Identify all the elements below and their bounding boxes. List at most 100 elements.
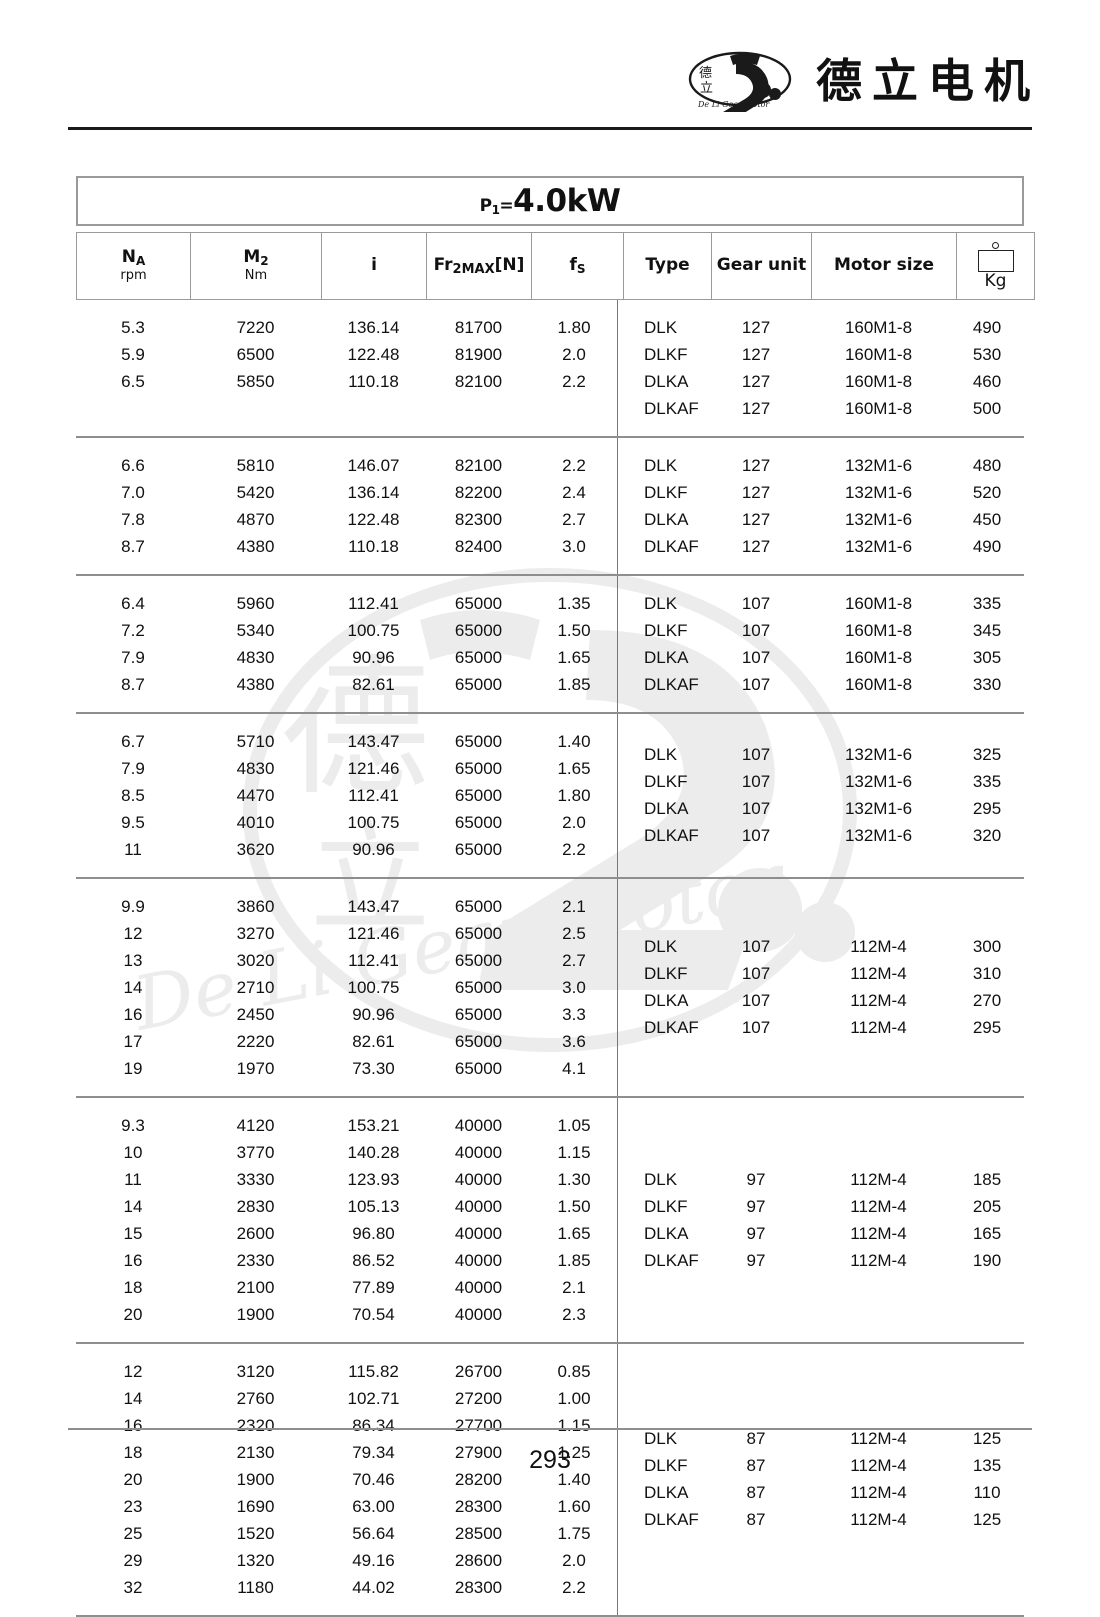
cell-i: 143.47 — [347, 896, 400, 916]
gear-unit-label: Gear unit — [716, 255, 807, 276]
motor-size-label: Motor size — [833, 255, 935, 276]
group-model-column: DLK 107 132M1-6 325 DLKF 107 132M1-6 335 DLKA 107… — [617, 714, 1024, 877]
cell-na: 9.9 — [121, 896, 145, 916]
svg-text:德: 德 — [699, 66, 712, 81]
cell-i: 70.54 — [352, 1304, 395, 1324]
fs-symbol: f — [569, 255, 577, 276]
spec-group: 6.4 5960 112.41 65000 1.35 7.2 5340 100.75 65000… — [76, 576, 1024, 714]
cell-na: 11 — [124, 1169, 142, 1189]
table-row: DLKF 107 132M1-6 335 — [618, 769, 1024, 796]
cell-kg: 110 — [973, 1483, 1001, 1502]
i-symbol: i — [371, 255, 377, 276]
table-row: DLK 107 112M-4 300 — [618, 934, 1024, 961]
cell-i: 100.75 — [347, 620, 400, 640]
cell-i: 136.14 — [347, 482, 400, 502]
cell-fr: 27900 — [454, 1442, 503, 1462]
cell-i: 82.61 — [352, 1031, 395, 1051]
cell-gear-unit: 127 — [741, 482, 771, 502]
cell-fr: 65000 — [454, 1058, 503, 1078]
table-row: 14 2760 102.71 27200 1.00 — [76, 1385, 617, 1412]
cell-i: 77.89 — [352, 1277, 395, 1297]
cell-na: 17 — [123, 1031, 143, 1051]
column-header-i: i — [321, 232, 427, 300]
cell-i: 121.46 — [347, 758, 400, 778]
cell-kg: 165 — [972, 1223, 1002, 1243]
cell-motor-size: 132M1-6 — [844, 455, 913, 475]
cell-m2: 1900 — [236, 1469, 275, 1489]
table-row: 16 2450 90.96 65000 3.3 — [76, 1001, 617, 1028]
cell-i: 123.93 — [347, 1169, 400, 1189]
cell-type: DLKA — [644, 647, 689, 667]
cell-i: 100.75 — [347, 812, 400, 832]
cell-type: DLKF — [644, 344, 688, 364]
cell-fr: 27200 — [454, 1388, 503, 1408]
cell-i: 63.00 — [352, 1496, 395, 1516]
table-row: DLKF 87 112M-4 135 — [618, 1453, 1024, 1480]
cell-motor-size: 160M1-8 — [844, 647, 913, 667]
table-row: 6.7 5710 143.47 65000 1.40 — [76, 728, 617, 755]
cell-i: 153.21 — [347, 1115, 400, 1135]
cell-gear-unit: 87 — [746, 1429, 766, 1448]
cell-fr: 65000 — [454, 977, 503, 997]
column-header-motor-size: Motor size — [811, 232, 957, 300]
m2-symbol: M — [243, 246, 261, 267]
cell-kg: 205 — [972, 1196, 1002, 1216]
cell-na: 7.9 — [121, 758, 145, 778]
cell-fs: 3.6 — [562, 1031, 586, 1051]
footer-rule — [68, 1428, 1032, 1430]
company-logo-icon: 德 立 De Li Gear Motor — [686, 50, 794, 125]
cell-motor-size: 112M-4 — [850, 1223, 907, 1243]
cell-fs: 2.5 — [562, 923, 586, 943]
cell-i: 122.48 — [347, 344, 400, 364]
cell-na: 14 — [123, 1388, 143, 1408]
cell-fs: 1.25 — [557, 1442, 591, 1462]
cell-m2: 2600 — [236, 1223, 275, 1243]
table-row: 18 2100 77.89 40000 2.1 — [76, 1274, 617, 1301]
cell-gear-unit: 127 — [741, 344, 771, 364]
cell-motor-size: 112M-4 — [850, 1483, 907, 1502]
table-row: 8.7 4380 110.18 82400 3.0 — [76, 533, 617, 560]
cell-fs: 1.65 — [557, 1223, 591, 1243]
cell-na: 9.5 — [121, 812, 145, 832]
cell-motor-size: 112M-4 — [850, 937, 907, 956]
m2-unit: Nm — [244, 267, 268, 283]
spec-group: 6.6 5810 146.07 82100 2.2 7.0 5420 136.14 82200 2… — [76, 438, 1024, 576]
cell-type: DLKF — [644, 1456, 688, 1475]
cell-gear-unit: 107 — [741, 745, 771, 764]
cell-fs: 0.85 — [557, 1361, 591, 1381]
cell-na: 14 — [123, 1196, 143, 1216]
cell-fr: 27700 — [454, 1415, 503, 1435]
cell-i: 122.48 — [347, 509, 400, 529]
table-row: 12 3270 121.46 65000 2.5 — [76, 920, 617, 947]
table-row: 16 2330 86.52 40000 1.85 — [76, 1247, 617, 1274]
cell-fs: 1.40 — [557, 731, 591, 751]
cell-na: 32 — [123, 1577, 143, 1597]
cell-na: 7.9 — [121, 647, 145, 667]
cell-na: 25 — [123, 1523, 143, 1543]
cell-kg: 295 — [972, 1018, 1002, 1037]
cell-motor-size: 112M-4 — [850, 991, 907, 1010]
cell-na: 9.3 — [121, 1115, 145, 1135]
cell-kg: 490 — [972, 317, 1002, 337]
fr-subscript: 2MAX — [452, 262, 495, 278]
cell-motor-size: 112M-4 — [850, 1250, 907, 1270]
cell-i: 73.30 — [352, 1058, 395, 1078]
cell-kg: 530 — [972, 344, 1002, 364]
weight-box-icon — [977, 250, 1014, 272]
spec-table-header: NA rpm M2 Nm i Fr2MAX[N] fS Type Gear un… — [76, 232, 1035, 300]
fr-symbol: Fr — [433, 255, 453, 276]
cell-fs: 2.1 — [562, 1277, 586, 1297]
cell-gear-unit: 87 — [746, 1483, 766, 1502]
power-rating-title-box: P1=4.0kW — [76, 176, 1024, 226]
cell-fs: 2.7 — [562, 950, 586, 970]
cell-kg: 480 — [972, 455, 1002, 475]
cell-motor-size: 132M1-6 — [844, 772, 913, 791]
cell-fs: 1.35 — [557, 593, 591, 613]
cell-m2: 2710 — [236, 977, 275, 997]
cell-fr: 65000 — [454, 731, 503, 751]
cell-fr: 40000 — [454, 1304, 503, 1324]
cell-na: 11 — [124, 839, 142, 859]
cell-gear-unit: 97 — [746, 1196, 766, 1216]
cell-fr: 82100 — [454, 371, 503, 391]
cell-kg: 335 — [972, 593, 1002, 613]
